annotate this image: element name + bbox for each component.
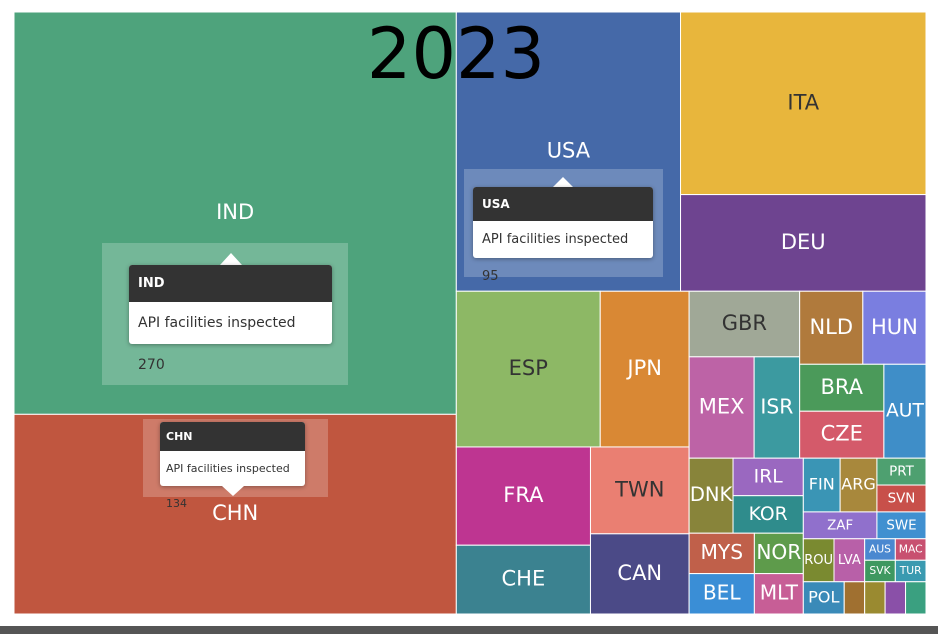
- tile-label: ITA: [787, 90, 819, 114]
- tile-label: CHE: [502, 567, 546, 591]
- tile-label: ESP: [509, 356, 548, 380]
- tile: [905, 581, 927, 615]
- tile: [799, 363, 885, 412]
- tooltip-title: USA: [473, 187, 653, 221]
- tile: [13, 11, 457, 415]
- tile-label: SWE: [886, 518, 916, 533]
- tile: [455, 446, 591, 546]
- tile-label: GBR: [722, 311, 767, 335]
- tile-label: AUT: [886, 401, 924, 422]
- tile-label: ISR: [760, 395, 793, 419]
- tile: [732, 457, 804, 497]
- tile-label: HUN: [871, 315, 918, 339]
- tile-label: FIN: [809, 475, 835, 494]
- tile: [680, 194, 927, 292]
- tile-label: NLD: [809, 315, 853, 339]
- tile: [455, 544, 591, 615]
- tooltip: CHN API facilities inspected 134: [160, 422, 305, 510]
- tile-label: KOR: [749, 504, 788, 525]
- tile-label: CZE: [821, 422, 863, 446]
- tile-label: CAN: [617, 561, 662, 585]
- tile: [799, 290, 864, 365]
- tile: [688, 356, 755, 459]
- tile: [833, 538, 866, 583]
- tile-label: TWN: [614, 477, 664, 501]
- tooltip-value: 95: [482, 269, 499, 284]
- tooltip-title: IND: [129, 265, 332, 302]
- tile: [802, 511, 878, 540]
- tile: [802, 457, 841, 513]
- tile-label: LVA: [838, 553, 861, 568]
- tile: [876, 457, 927, 486]
- tile-label: SVK: [869, 564, 891, 577]
- tile-label: ROU: [804, 553, 833, 568]
- tooltip-label: API facilities inspected: [138, 315, 296, 331]
- tooltip-arrow: [222, 486, 244, 496]
- tile-label: JPN: [625, 356, 662, 380]
- tooltip-value: 134: [166, 497, 187, 510]
- tooltip-value: 270: [138, 357, 165, 373]
- tile-label: PRT: [889, 465, 914, 480]
- tile: [688, 573, 755, 615]
- tile-label: ARG: [841, 475, 876, 494]
- tile-label: DNK: [690, 483, 734, 506]
- tile: [802, 581, 845, 615]
- tile: [883, 363, 927, 459]
- tooltip-body: API facilities inspected 134: [160, 451, 305, 521]
- bottom-bar: [0, 626, 938, 634]
- tile-label: ZAF: [827, 518, 853, 533]
- tile-label: BEL: [703, 580, 742, 604]
- tooltip-body: API facilities inspected 270: [129, 302, 332, 386]
- tooltip-label: API facilities inspected: [166, 462, 290, 475]
- tile: [876, 511, 927, 540]
- tile: [753, 573, 804, 615]
- tile-label: TUR: [899, 564, 922, 577]
- tile: [455, 290, 601, 448]
- tile-label: MYS: [700, 540, 743, 564]
- tile: [884, 581, 907, 615]
- tile-label: IND: [216, 200, 254, 224]
- tile: [599, 290, 690, 448]
- tile-label: MEX: [699, 395, 745, 419]
- tile: [843, 581, 866, 615]
- tile-label: CHN: [212, 501, 258, 525]
- tile: [688, 532, 755, 575]
- tile-label: USA: [547, 139, 591, 163]
- tooltip: IND API facilities inspected 270: [129, 265, 332, 373]
- chart-title: 2023: [366, 13, 546, 95]
- tile: [753, 356, 801, 459]
- tile: [732, 495, 804, 534]
- tooltip-body: API facilities inspected 95: [473, 221, 653, 295]
- tooltip-arrow: [552, 177, 574, 188]
- tooltip-title: CHN: [160, 422, 305, 451]
- tile: [680, 11, 927, 196]
- tile-label: DEU: [781, 230, 826, 254]
- tile-label: NOR: [756, 540, 801, 564]
- tooltip: USA API facilities inspected 95: [473, 187, 653, 284]
- tile: [799, 410, 885, 459]
- tile-label: MLT: [760, 580, 799, 604]
- tile-label: SVN: [888, 491, 916, 506]
- tooltip-label: API facilities inspected: [482, 232, 629, 247]
- tile-label: IRL: [754, 466, 784, 487]
- tile-label: POL: [808, 587, 839, 606]
- tile: [864, 581, 886, 615]
- tile-label: AUS: [869, 543, 891, 556]
- tile-label: MAC: [899, 543, 923, 556]
- tile-label: FRA: [503, 483, 544, 507]
- tile: [688, 290, 801, 358]
- tile: [802, 538, 835, 583]
- tooltip-arrow: [220, 253, 242, 265]
- tile-label: BRA: [821, 375, 864, 399]
- tile: [862, 290, 927, 365]
